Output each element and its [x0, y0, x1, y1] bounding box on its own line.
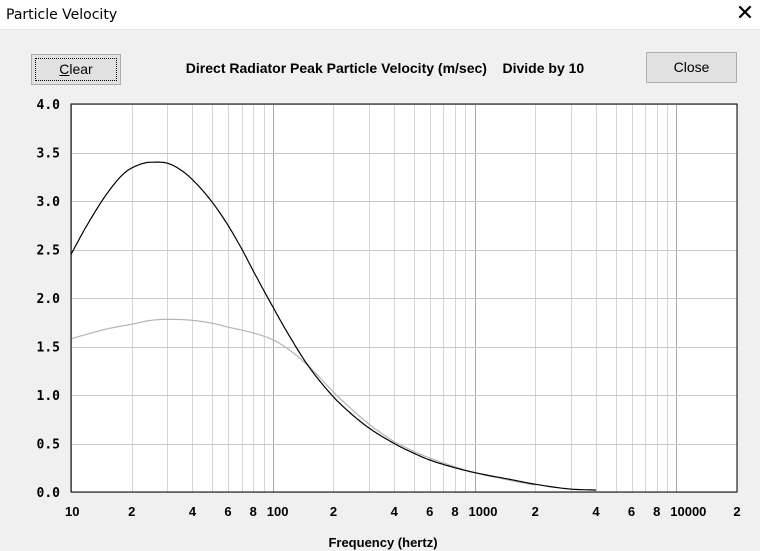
y-tick-label: 0.0	[37, 486, 61, 501]
x-tick-label: 2	[733, 504, 740, 519]
y-tick-label: 2.0	[37, 292, 61, 307]
y-tick-label: 1.5	[37, 341, 60, 356]
close-window-icon[interactable]: ✕	[735, 1, 755, 26]
y-tick-labels: 0.0 0.5 1.0 1.5 2.0 2.5 3.0 3.5 4.0	[37, 98, 61, 501]
title-bar: Particle Velocity ✕	[0, 0, 760, 30]
y-tick-label: 4.0	[37, 98, 61, 113]
x-tick-label: 6	[224, 504, 231, 519]
y-tick-label: 0.5	[37, 438, 60, 453]
chart: 0.0 0.5 1.0 1.5 2.0 2.5 3.0 3.5 4.0 10 2 4 6 8 100 2 4 6…	[37, 98, 741, 550]
x-tick-label: 100	[267, 504, 289, 519]
x-tick-label: 4	[592, 504, 600, 519]
close-button[interactable]: Close	[646, 52, 737, 83]
x-tick-label: 4	[189, 504, 197, 519]
x-axis-label: Frequency (hertz)	[328, 535, 437, 550]
y-tick-label: 3.5	[37, 147, 60, 162]
chart-title: Direct Radiator Peak Particle Velocity (…	[185, 60, 585, 76]
plot-border	[70, 103, 738, 493]
y-tick-label: 1.0	[37, 389, 61, 404]
x-tick-label: 2	[128, 504, 135, 519]
x-tick-label: 2	[532, 504, 539, 519]
y-tick-label: 2.5	[37, 244, 60, 259]
clear-button[interactable]: Clear	[31, 54, 121, 85]
x-tick-label: 8	[451, 504, 458, 519]
x-tick-label: 10000	[670, 504, 706, 519]
x-tick-label: 8	[653, 504, 660, 519]
x-tick-label: 2	[330, 504, 337, 519]
series-line-black	[70, 161, 597, 491]
x-tick-label: 8	[250, 504, 257, 519]
clear-button-label: Clear	[59, 61, 93, 77]
focus-rectangle	[35, 58, 117, 81]
series-line-gray	[70, 318, 536, 486]
x-tick-label: 6	[426, 504, 433, 519]
x-tick-label: 4	[391, 504, 399, 519]
x-tick-label: 6	[628, 504, 635, 519]
x-tick-labels: 10 2 4 6 8 100 2 4 6 8 1000 2 4 6 8 10000 2	[65, 504, 741, 519]
series-layer	[70, 161, 597, 491]
x-tick-label: 10	[65, 504, 79, 519]
y-tick-label: 3.0	[37, 195, 61, 210]
window-title: Particle Velocity	[6, 7, 118, 23]
x-tick-label: 1000	[469, 504, 498, 519]
grid	[71, 104, 738, 493]
